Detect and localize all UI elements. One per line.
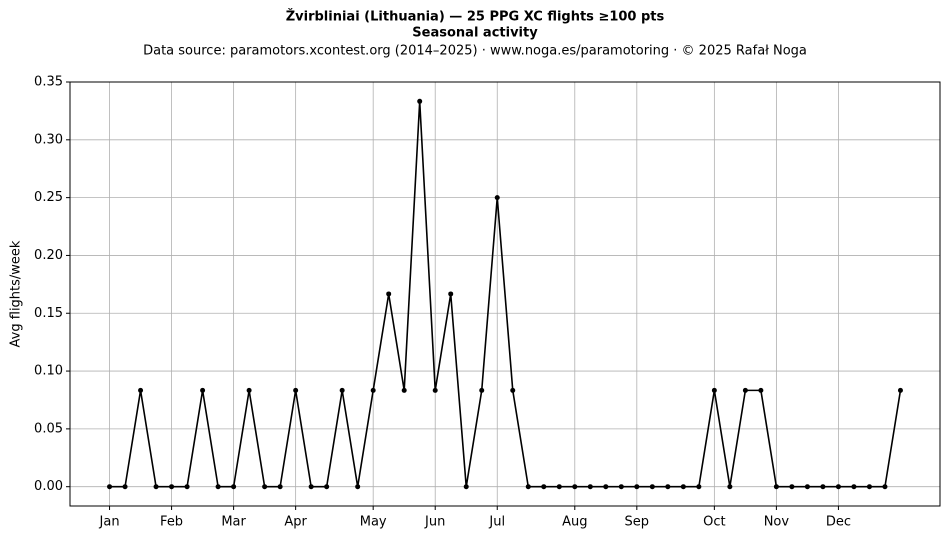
point bbox=[324, 484, 330, 490]
point bbox=[107, 484, 113, 490]
chart-subtitle: Seasonal activity bbox=[412, 26, 538, 41]
point bbox=[634, 484, 640, 490]
point bbox=[773, 484, 779, 490]
point bbox=[835, 484, 841, 490]
point bbox=[293, 387, 299, 393]
point bbox=[417, 98, 423, 104]
plot-frame bbox=[69, 81, 941, 507]
line bbox=[109, 101, 902, 488]
point bbox=[494, 195, 500, 201]
y-tick-label: 0.25 bbox=[34, 190, 63, 205]
point bbox=[246, 387, 252, 393]
point bbox=[696, 484, 702, 490]
y-tick-label: 0.05 bbox=[34, 421, 63, 436]
x-tick-label: Mar bbox=[221, 515, 246, 530]
y-tick-label: 0.15 bbox=[34, 306, 63, 321]
point bbox=[711, 387, 717, 393]
point bbox=[649, 484, 655, 490]
point bbox=[680, 484, 686, 490]
point bbox=[851, 484, 857, 490]
point bbox=[820, 484, 826, 490]
point bbox=[355, 484, 361, 490]
point bbox=[804, 484, 810, 490]
point bbox=[742, 387, 748, 393]
point bbox=[618, 484, 624, 490]
point bbox=[231, 484, 237, 490]
point bbox=[401, 387, 407, 393]
point bbox=[882, 484, 888, 490]
point bbox=[479, 387, 485, 393]
point bbox=[138, 387, 144, 393]
point bbox=[308, 484, 314, 490]
y-tick-label: 0.30 bbox=[34, 132, 63, 147]
point bbox=[169, 484, 175, 490]
point bbox=[587, 484, 593, 490]
point bbox=[153, 484, 159, 490]
y-tick-label: 0.10 bbox=[34, 364, 63, 379]
y-tick-label: 0.00 bbox=[34, 479, 63, 494]
point bbox=[463, 484, 469, 490]
x-tick-label: Dec bbox=[826, 515, 851, 530]
point bbox=[758, 387, 764, 393]
x-tick-label: Oct bbox=[703, 515, 725, 530]
point bbox=[541, 484, 547, 490]
x-tick-label: Jun bbox=[424, 515, 445, 530]
x-tick-label: Jan bbox=[99, 515, 120, 530]
point bbox=[277, 484, 283, 490]
x-tick-label: Jul bbox=[488, 515, 505, 530]
point bbox=[262, 484, 268, 490]
point bbox=[339, 387, 345, 393]
x-tick-label: Sep bbox=[625, 515, 650, 530]
point bbox=[525, 484, 531, 490]
point bbox=[370, 387, 376, 393]
source-note: Data source: paramotors.xcontest.org (20… bbox=[143, 44, 807, 59]
x-tick-label: Aug bbox=[562, 515, 587, 530]
x-tick-label: May bbox=[360, 515, 387, 530]
point bbox=[448, 291, 454, 297]
point bbox=[665, 484, 671, 490]
x-tick-label: Feb bbox=[160, 515, 183, 530]
point bbox=[122, 484, 128, 490]
point bbox=[556, 484, 562, 490]
point bbox=[200, 387, 206, 393]
y-tick-label: 0.20 bbox=[34, 248, 63, 263]
point bbox=[572, 484, 578, 490]
point bbox=[432, 387, 438, 393]
point bbox=[897, 387, 903, 393]
point bbox=[386, 291, 392, 297]
chart-title: Žvirbliniai (Lithuania) — 25 PPG XC flig… bbox=[286, 9, 665, 25]
point bbox=[866, 484, 872, 490]
y-tick-label: 0.35 bbox=[34, 75, 63, 90]
point bbox=[184, 484, 190, 490]
point bbox=[789, 484, 795, 490]
point bbox=[510, 387, 516, 393]
y-axis-label: Avg flights/week bbox=[9, 240, 24, 347]
point bbox=[215, 484, 221, 490]
point bbox=[727, 484, 733, 490]
x-tick-label: Nov bbox=[764, 515, 790, 530]
point bbox=[603, 484, 609, 490]
x-tick-label: Apr bbox=[284, 515, 307, 530]
